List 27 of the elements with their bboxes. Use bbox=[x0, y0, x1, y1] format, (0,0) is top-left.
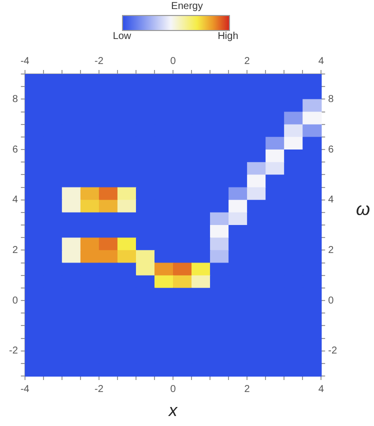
y2-tick-label: -2 bbox=[328, 346, 338, 357]
x2-tick-label: -2 bbox=[94, 384, 104, 395]
x-tick-label: 0 bbox=[170, 56, 176, 67]
x-tick-label: -2 bbox=[94, 56, 104, 67]
y-tick-label: 4 bbox=[12, 194, 18, 206]
color-bar-label: High bbox=[216, 31, 240, 42]
x2-tick-label: -4 bbox=[20, 384, 30, 395]
color-bar-title: Energy bbox=[170, 1, 204, 12]
y2-axis-title: ω bbox=[356, 198, 370, 219]
x-tick-label: 2 bbox=[244, 56, 250, 67]
x-tick-label: 4 bbox=[318, 56, 324, 67]
y-tick-label: -2 bbox=[8, 346, 18, 357]
x2-tick-label: 4 bbox=[318, 384, 324, 395]
y2-tick-label: 6 bbox=[328, 144, 334, 156]
y-tick-label: 0 bbox=[12, 295, 18, 306]
y-tick-label: 6 bbox=[12, 144, 18, 156]
x2-tick-label: 2 bbox=[244, 384, 250, 395]
y2-tick-label: 4 bbox=[328, 194, 334, 206]
x-tick-label: -4 bbox=[20, 56, 30, 67]
x2-tick-label: 0 bbox=[170, 384, 176, 395]
y-tick-label: 2 bbox=[12, 244, 18, 256]
color-bar-label: Low bbox=[112, 31, 132, 42]
y-tick-label: 8 bbox=[12, 94, 18, 105]
y2-tick-label: 0 bbox=[328, 295, 334, 306]
y2-tick-label: 8 bbox=[328, 94, 334, 105]
y2-tick-label: 2 bbox=[328, 244, 334, 256]
x-axis-title: x bbox=[168, 401, 178, 420]
